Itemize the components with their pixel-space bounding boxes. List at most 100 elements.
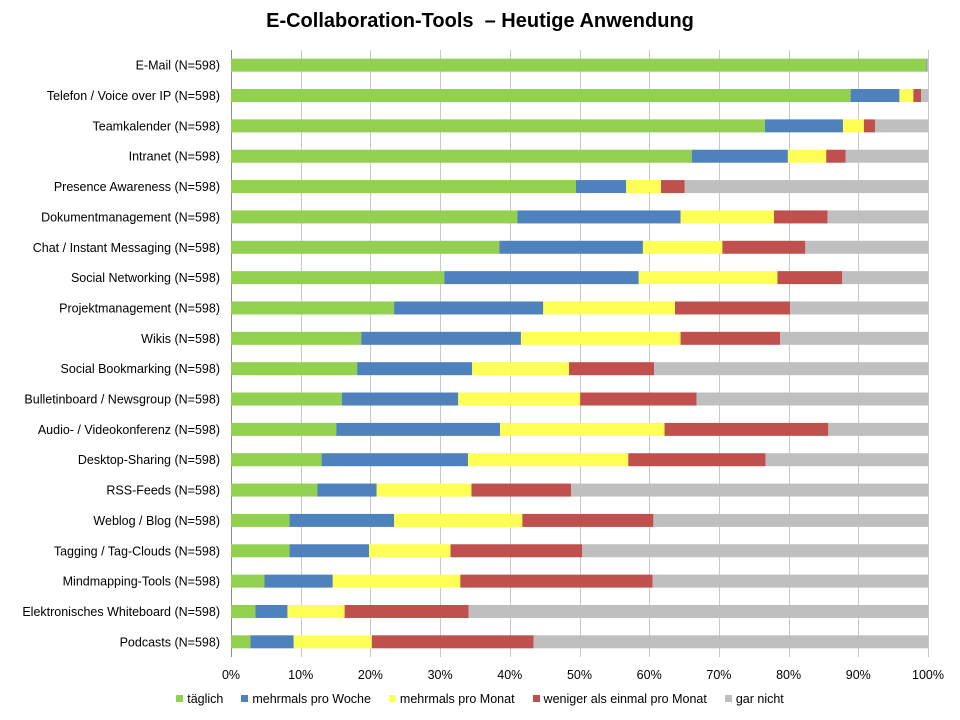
category-label: Tagging / Tag-Clouds (N=598) xyxy=(54,544,220,558)
legend-item: mehrmals pro Monat xyxy=(388,692,515,706)
bar-segment-mehrmals-pro-woche xyxy=(250,635,294,649)
bar-segment-mehrmals-pro-monat xyxy=(467,453,629,467)
category-label: Weblog / Blog (N=598) xyxy=(93,514,220,528)
legend-swatch xyxy=(532,695,540,702)
x-tick-label: 90% xyxy=(846,668,871,682)
legend-swatch xyxy=(176,695,184,702)
legend-swatch xyxy=(241,695,249,702)
bar-segment-gar-nicht xyxy=(921,89,928,103)
bar-segment-mehrmals-pro-monat xyxy=(376,483,472,497)
category-label: Desktop-Sharing (N=598) xyxy=(78,453,220,467)
bar-segment-mehrmals-pro-woche xyxy=(394,301,544,315)
category-label: Chat / Instant Messaging (N=598) xyxy=(33,241,220,255)
bar-segment-gar-nicht xyxy=(696,392,928,406)
bar-segment-täglich xyxy=(231,544,290,558)
bar-segment-mehrmals-pro-woche xyxy=(691,149,788,163)
bar-segment-gar-nicht xyxy=(789,301,928,315)
bar-segment-weniger-als-einmal-pro-monat xyxy=(722,240,806,254)
x-tick-label: 20% xyxy=(358,668,383,682)
bar-segment-mehrmals-pro-woche xyxy=(357,362,473,376)
bar-segment-täglich xyxy=(231,362,358,376)
legend-swatch xyxy=(388,695,396,702)
bar-segment-mehrmals-pro-monat xyxy=(293,635,372,649)
bar-segment-mehrmals-pro-monat xyxy=(543,301,675,315)
bar-segment-mehrmals-pro-monat xyxy=(369,544,451,558)
bar-segment-weniger-als-einmal-pro-monat xyxy=(664,422,829,436)
x-tick-labels: 0% 10% 20% 30% 40% 50% 60% 70% 80% 90% 100% xyxy=(222,668,944,682)
bar-segment-weniger-als-einmal-pro-monat xyxy=(628,453,766,467)
bar-segment-mehrmals-pro-monat xyxy=(899,89,914,103)
bar-segment-mehrmals-pro-woche xyxy=(764,119,843,133)
bar-segment-täglich xyxy=(231,422,337,436)
bar-segment-täglich xyxy=(231,301,395,315)
category-label: RSS-Feeds (N=598) xyxy=(106,484,220,498)
bar-segment-weniger-als-einmal-pro-monat xyxy=(661,180,685,194)
x-tick-label: 30% xyxy=(428,668,453,682)
bar-segment-gar-nicht xyxy=(827,210,928,224)
bar-segment-täglich xyxy=(231,58,927,72)
bar-segment-mehrmals-pro-monat xyxy=(394,513,523,527)
bar-segment-täglich xyxy=(231,392,342,406)
bar-segment-mehrmals-pro-monat xyxy=(626,180,662,194)
category-label: E-Mail (N=598) xyxy=(136,59,220,73)
bar-segment-täglich xyxy=(231,331,362,345)
category-label: Intranet (N=598) xyxy=(129,150,220,164)
bar-segment-täglich xyxy=(231,604,256,618)
bar-segment-weniger-als-einmal-pro-monat xyxy=(680,331,781,345)
category-label: Podcasts (N=598) xyxy=(120,635,220,649)
bar-segment-mehrmals-pro-monat xyxy=(500,422,665,436)
bar-segment-täglich xyxy=(231,149,692,163)
category-label: Mindmapping-Tools (N=598) xyxy=(63,575,220,589)
bar-segment-mehrmals-pro-monat xyxy=(472,362,570,376)
bar-segment-mehrmals-pro-woche xyxy=(264,574,333,588)
bar-segment-weniger-als-einmal-pro-monat xyxy=(569,362,655,376)
bar-segment-weniger-als-einmal-pro-monat xyxy=(773,210,828,224)
bar-segment-täglich xyxy=(231,119,765,133)
bar-segment-gar-nicht xyxy=(654,362,928,376)
x-tick-label: 50% xyxy=(567,668,592,682)
category-label: Telefon / Voice over IP (N=598) xyxy=(47,89,220,103)
bar-segment-gar-nicht xyxy=(765,453,928,467)
x-tick-label: 60% xyxy=(637,668,662,682)
bar-segment-mehrmals-pro-monat xyxy=(638,271,778,285)
bar-segment-gar-nicht xyxy=(842,271,928,285)
bar-segment-mehrmals-pro-woche xyxy=(517,210,681,224)
bar-segment-täglich xyxy=(231,210,518,224)
bar-segment-täglich xyxy=(231,180,577,194)
bar-segment-mehrmals-pro-woche xyxy=(850,89,900,103)
bar-segment-weniger-als-einmal-pro-monat xyxy=(460,574,653,588)
bar-segment-täglich xyxy=(231,89,851,103)
bar-segment-weniger-als-einmal-pro-monat xyxy=(913,89,922,103)
bar-segment-mehrmals-pro-monat xyxy=(787,149,827,163)
bar-segment-weniger-als-einmal-pro-monat xyxy=(450,544,583,558)
bar-segment-mehrmals-pro-monat xyxy=(842,119,864,133)
bar-segment-weniger-als-einmal-pro-monat xyxy=(522,513,654,527)
bar-segment-täglich xyxy=(231,574,265,588)
chart-title: E-Collaboration-Tools – Heutige Anwendun… xyxy=(266,10,694,32)
x-tick-label: 0% xyxy=(222,668,240,682)
bar-segment-täglich xyxy=(231,483,318,497)
category-label: Bulletinboard / Newsgroup (N=598) xyxy=(24,393,220,407)
bar-segment-mehrmals-pro-woche xyxy=(341,392,459,406)
bar-segment-mehrmals-pro-woche xyxy=(444,271,639,285)
bar-segment-mehrmals-pro-woche xyxy=(321,453,468,467)
bar-segment-mehrmals-pro-woche xyxy=(926,58,928,72)
bar-segment-mehrmals-pro-monat xyxy=(458,392,581,406)
bar-segment-gar-nicht xyxy=(468,604,928,618)
category-label: Projektmanagement (N=598) xyxy=(59,301,220,315)
x-tick-label: 100% xyxy=(912,668,944,682)
legend-item: täglich xyxy=(176,692,223,706)
bar-segment-gar-nicht xyxy=(652,574,928,588)
bar-segment-mehrmals-pro-monat xyxy=(287,604,345,618)
bar-segment-gar-nicht xyxy=(805,240,928,254)
bar-segment-mehrmals-pro-woche xyxy=(289,544,370,558)
bar-segment-gar-nicht xyxy=(653,513,928,527)
bar-segment-täglich xyxy=(231,513,290,527)
bar-segment-gar-nicht xyxy=(927,58,928,72)
bar-segment-mehrmals-pro-monat xyxy=(642,240,723,254)
bar-segment-weniger-als-einmal-pro-monat xyxy=(863,119,876,133)
bar-segment-täglich xyxy=(231,635,251,649)
bar-segment-mehrmals-pro-monat xyxy=(332,574,461,588)
bar-segment-täglich xyxy=(231,271,445,285)
